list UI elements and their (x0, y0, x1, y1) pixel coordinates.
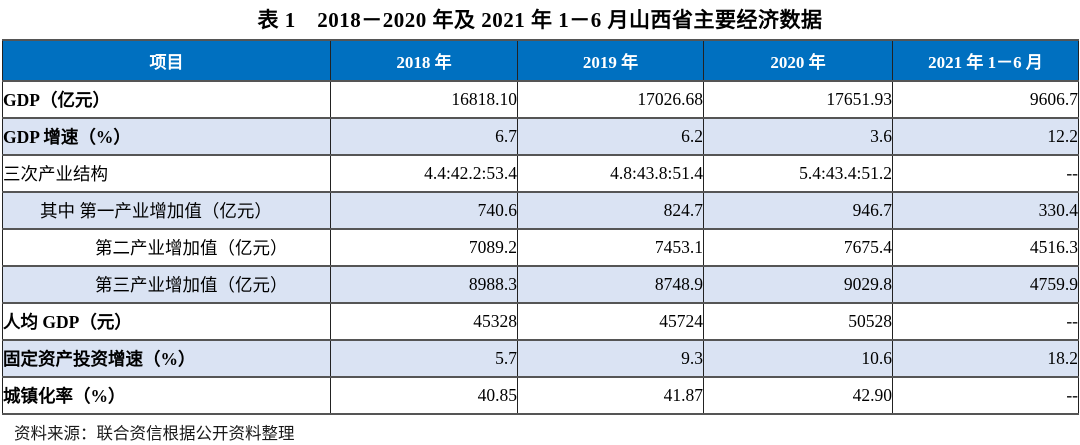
value-cell: 6.2 (517, 117, 704, 156)
value-cell: -- (892, 302, 1079, 341)
value-cell: 4.4:42.2:53.4 (330, 154, 518, 193)
value-cell: 3.6 (703, 117, 893, 156)
table-row: 城镇化率（%） 40.85 41.87 42.90 -- (2, 376, 1079, 415)
value-cell: 8748.9 (517, 265, 704, 304)
row-label: 固定资产投资增速（%） (2, 339, 331, 378)
row-label: GDP（亿元） (2, 80, 331, 119)
value-cell: 42.90 (703, 376, 893, 415)
header-2019: 2019 年 (517, 39, 704, 82)
table-row: 其中 第一产业增加值（亿元） 740.6 824.7 946.7 330.4 (2, 191, 1079, 230)
value-cell: 7675.4 (703, 228, 893, 267)
economic-data-table: 项目 2018 年 2019 年 2020 年 2021 年 1－6 月 GDP… (2, 39, 1079, 415)
value-cell: 7089.2 (330, 228, 518, 267)
row-label: 人均 GDP（元） (2, 302, 331, 341)
value-cell: 41.87 (517, 376, 704, 415)
value-cell: 40.85 (330, 376, 518, 415)
value-cell: 6.7 (330, 117, 518, 156)
table-title: 表 1 2018－2020 年及 2021 年 1－6 月山西省主要经济数据 (257, 8, 823, 32)
row-label: 三次产业结构 (2, 154, 331, 193)
table-row: 固定资产投资增速（%） 5.7 9.3 10.6 18.2 (2, 339, 1079, 378)
data-source-note: 资料来源：联合资信根据公开资料整理 (14, 424, 295, 443)
value-cell: 5.7 (330, 339, 518, 378)
value-cell: 18.2 (892, 339, 1079, 378)
table-header-row: 项目 2018 年 2019 年 2020 年 2021 年 1－6 月 (2, 39, 1079, 82)
table-row: GDP 增速（%） 6.7 6.2 3.6 12.2 (2, 117, 1079, 156)
value-cell: 824.7 (517, 191, 704, 230)
header-2020: 2020 年 (703, 39, 893, 82)
value-cell: 946.7 (703, 191, 893, 230)
row-label: 城镇化率（%） (2, 376, 331, 415)
table-row: 三次产业结构 4.4:42.2:53.4 4.8:43.8:51.4 5.4:4… (2, 154, 1079, 193)
row-label: 第三产业增加值（亿元） (2, 265, 331, 304)
table-row: 第三产业增加值（亿元） 8988.3 8748.9 9029.8 4759.9 (2, 265, 1079, 304)
value-cell: 7453.1 (517, 228, 704, 267)
value-cell: -- (892, 154, 1079, 193)
row-label: 其中 第一产业增加值（亿元） (2, 191, 331, 230)
value-cell: 50528 (703, 302, 893, 341)
value-cell: 740.6 (330, 191, 518, 230)
table-row: GDP（亿元） 16818.10 17026.68 17651.93 9606.… (2, 80, 1079, 119)
value-cell: 45724 (517, 302, 704, 341)
value-cell: 9.3 (517, 339, 704, 378)
value-cell: 9606.7 (892, 80, 1079, 119)
row-label: 第二产业增加值（亿元） (2, 228, 331, 267)
header-2021-h1: 2021 年 1－6 月 (892, 39, 1079, 82)
table-row: 第二产业增加值（亿元） 7089.2 7453.1 7675.4 4516.3 (2, 228, 1079, 267)
header-2018: 2018 年 (330, 39, 518, 82)
value-cell: 10.6 (703, 339, 893, 378)
value-cell: 4516.3 (892, 228, 1079, 267)
value-cell: 17651.93 (703, 80, 893, 119)
value-cell: 16818.10 (330, 80, 518, 119)
table-row: 人均 GDP（元） 45328 45724 50528 -- (2, 302, 1079, 341)
value-cell: 9029.8 (703, 265, 893, 304)
value-cell: 8988.3 (330, 265, 518, 304)
value-cell: 45328 (330, 302, 518, 341)
value-cell: -- (892, 376, 1079, 415)
value-cell: 17026.68 (517, 80, 704, 119)
value-cell: 330.4 (892, 191, 1079, 230)
row-label: GDP 增速（%） (2, 117, 331, 156)
header-item: 项目 (2, 39, 331, 82)
value-cell: 4.8:43.8:51.4 (517, 154, 704, 193)
value-cell: 5.4:43.4:51.2 (703, 154, 893, 193)
value-cell: 12.2 (892, 117, 1079, 156)
value-cell: 4759.9 (892, 265, 1079, 304)
